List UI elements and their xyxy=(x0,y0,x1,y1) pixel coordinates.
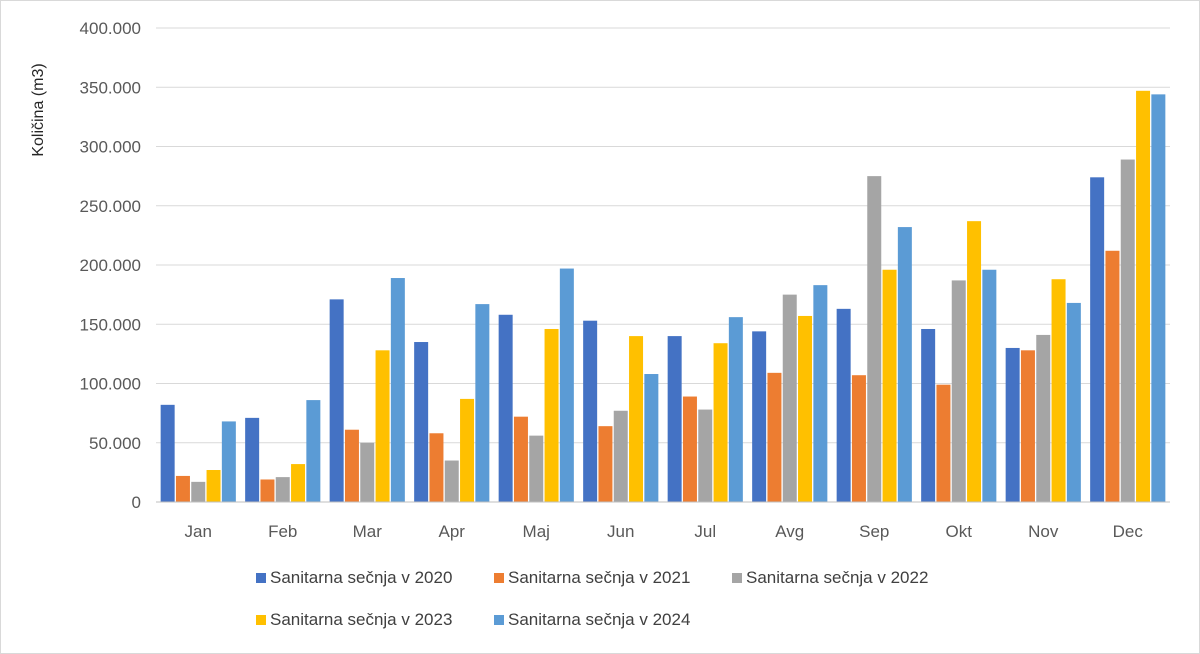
bar xyxy=(1066,302,1081,502)
bar xyxy=(1005,347,1020,502)
legend-swatch xyxy=(732,573,742,583)
x-tick-label: Okt xyxy=(946,522,973,541)
y-tick-label: 0 xyxy=(132,493,141,512)
bar xyxy=(1036,334,1051,502)
y-tick-label: 400.000 xyxy=(80,19,141,38)
bar xyxy=(882,269,897,502)
gridlines xyxy=(156,27,1170,444)
x-tick-label: Sep xyxy=(859,522,889,541)
x-tick-label: Jul xyxy=(694,522,716,541)
bar xyxy=(498,314,513,502)
x-tick-label: Jun xyxy=(607,522,634,541)
bar xyxy=(1105,250,1120,502)
x-tick-label: Apr xyxy=(439,522,466,541)
bar xyxy=(767,372,782,502)
legend-label: Sanitarna sečnja v 2021 xyxy=(508,568,690,587)
legend-label: Sanitarna sečnja v 2023 xyxy=(270,610,452,629)
y-tick-label: 150.000 xyxy=(80,315,141,334)
bar xyxy=(698,409,713,502)
bar xyxy=(291,464,306,502)
bar xyxy=(598,426,613,502)
legend-label: Sanitarna sečnja v 2020 xyxy=(270,568,452,587)
bar xyxy=(967,221,982,502)
bar xyxy=(360,442,375,502)
bar xyxy=(1136,90,1151,503)
bar xyxy=(936,384,951,502)
bar xyxy=(667,336,682,502)
bar xyxy=(414,342,429,502)
x-tick-label: Avg xyxy=(775,522,804,541)
bar xyxy=(836,308,851,502)
bar xyxy=(1090,177,1105,502)
bar xyxy=(851,375,866,502)
axes: 0 50.000 100.000 150.000 200.000 250.000 300.0… xyxy=(80,19,1170,541)
bar xyxy=(375,350,390,502)
y-tick-label: 50.000 xyxy=(89,434,141,453)
bar xyxy=(329,299,344,502)
bar xyxy=(444,460,459,502)
legend-label: Sanitarna sečnja v 2022 xyxy=(746,568,928,587)
bar xyxy=(475,304,490,502)
x-tick-label: Maj xyxy=(523,522,550,541)
bar xyxy=(160,404,175,502)
x-tick-label: Dec xyxy=(1113,522,1144,541)
bar xyxy=(559,268,574,502)
legend-swatch xyxy=(494,573,504,583)
bar xyxy=(544,328,559,502)
bar xyxy=(1020,350,1035,502)
bar xyxy=(306,400,321,502)
bar xyxy=(1051,279,1066,502)
y-tick-label: 100.000 xyxy=(80,375,141,394)
bar xyxy=(191,481,206,502)
y-tick-label: 200.000 xyxy=(80,256,141,275)
bar xyxy=(728,317,743,502)
x-tick-label: Feb xyxy=(268,522,297,541)
bar xyxy=(583,320,598,502)
bar xyxy=(921,328,936,502)
y-tick-label: 350.000 xyxy=(80,78,141,97)
bar xyxy=(1151,94,1166,503)
bar xyxy=(951,280,966,502)
bar xyxy=(221,421,236,502)
bar xyxy=(429,433,444,502)
legend-label: Sanitarna sečnja v 2024 xyxy=(508,610,690,629)
x-tick-label: Jan xyxy=(185,522,212,541)
bar xyxy=(344,429,359,502)
bar xyxy=(206,470,221,502)
legend-swatch xyxy=(256,615,266,625)
bar xyxy=(390,278,405,502)
bar xyxy=(782,294,797,502)
bar xyxy=(529,435,544,502)
bar xyxy=(982,269,997,502)
bar xyxy=(275,477,290,502)
bar xyxy=(460,398,475,502)
bar xyxy=(682,396,697,502)
bar xyxy=(867,176,882,502)
bar xyxy=(175,475,190,502)
legend: Sanitarna sečnja v 2020 Sanitarna sečnja … xyxy=(256,568,928,629)
bar xyxy=(245,417,260,502)
legend-swatch xyxy=(256,573,266,583)
bars xyxy=(160,90,1166,503)
y-tick-label: 250.000 xyxy=(80,197,141,216)
bar xyxy=(798,315,813,502)
y-axis-title: Količina (m3) xyxy=(30,63,47,156)
x-tick-label: Nov xyxy=(1028,522,1059,541)
bar xyxy=(629,336,644,502)
bar xyxy=(644,374,659,502)
bar xyxy=(260,479,275,502)
legend-swatch xyxy=(494,615,504,625)
bar xyxy=(613,410,628,502)
bar xyxy=(1120,159,1135,502)
x-tick-label: Mar xyxy=(353,522,383,541)
bar xyxy=(897,227,912,502)
bar xyxy=(513,416,528,502)
bar xyxy=(752,331,767,502)
y-tick-label: 300.000 xyxy=(80,138,141,157)
bar xyxy=(813,285,828,502)
bar xyxy=(713,343,728,502)
